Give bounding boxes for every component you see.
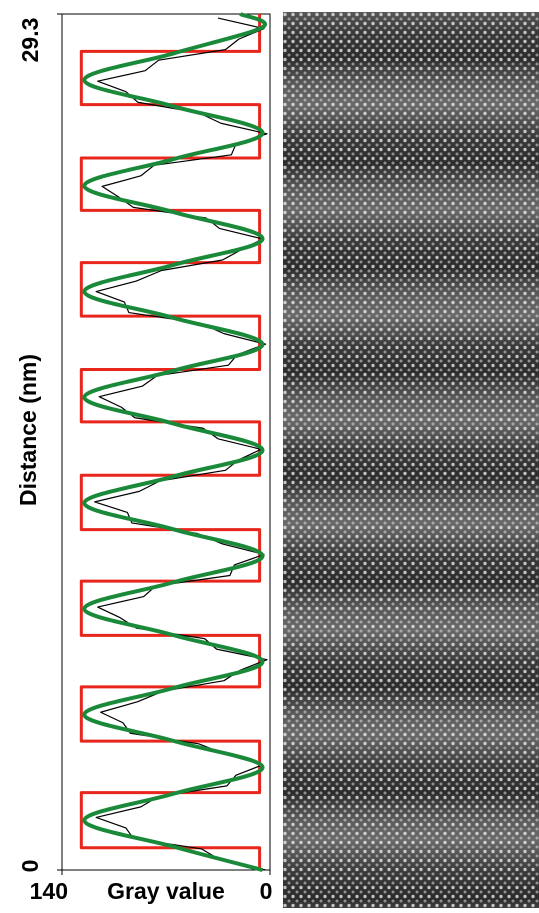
y-axis-label: Distance (nm)	[15, 354, 41, 506]
profile-line	[82, 12, 267, 872]
y-tick-label: 29.3	[17, 18, 43, 63]
atom-columns	[283, 12, 539, 908]
x-axis-label: Gray value	[107, 878, 225, 904]
x-tick-label: 140	[30, 878, 68, 904]
x-tick-label: 0	[260, 878, 273, 904]
y-tick-label: 0	[17, 860, 43, 873]
